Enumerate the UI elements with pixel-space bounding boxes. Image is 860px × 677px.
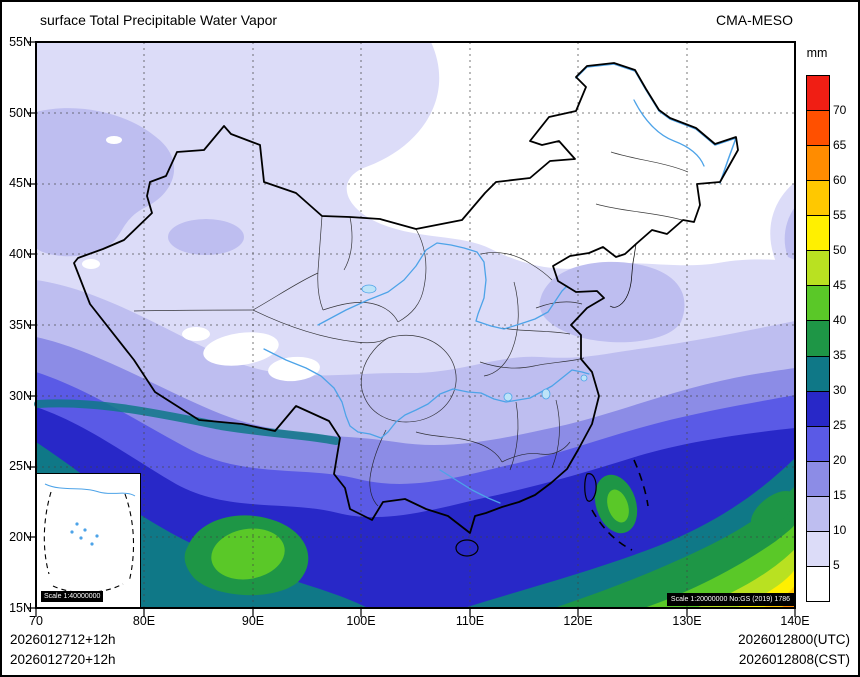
colorbar-cell	[807, 251, 829, 287]
plot-border	[35, 41, 796, 609]
colorbar-tick-label: 50	[833, 243, 847, 257]
south-china-sea-inset: Scale 1:40000000	[36, 473, 141, 608]
colorbar-cell	[807, 531, 829, 567]
colorbar-cell	[807, 321, 829, 357]
colorbar-tick-label: 70	[833, 103, 847, 117]
lat-tick-label: 40N	[9, 247, 32, 261]
hainan-island	[455, 539, 479, 557]
china-national-boundary	[73, 62, 739, 534]
colorbar-tick-label: 55	[833, 208, 847, 222]
colorbar-cell	[807, 391, 829, 427]
lat-tick-label: 15N	[9, 601, 32, 615]
precipitable-water-map	[27, 41, 796, 617]
inset-dash-lines	[43, 491, 135, 594]
axis-ticks	[27, 41, 796, 617]
colorbar-tick-label: 10	[833, 523, 847, 537]
colorbar-tick-label: 35	[833, 348, 847, 362]
colorbar-tick-label: 15	[833, 488, 847, 502]
colorbar-tick-label: 30	[833, 383, 847, 397]
map-scale-badge: Scale 1:20000000 No:GS (2019) 1786	[666, 593, 794, 606]
lat-tick-label: 30N	[9, 389, 32, 403]
colorbar-tick-label: 20	[833, 453, 847, 467]
colorbar	[806, 75, 830, 602]
colorbar-cell	[807, 426, 829, 462]
model-name-label: CMA-MESO	[716, 12, 793, 28]
colorbar-cell	[807, 566, 829, 601]
lon-tick-label: 80E	[132, 614, 156, 628]
colorbar-cell	[807, 496, 829, 532]
map-plot-area: Scale 1:40000000 Scale 1:20000000 No:GS …	[27, 41, 796, 617]
colorbar-tick-label: 65	[833, 138, 847, 152]
lat-tick-label: 50N	[9, 106, 32, 120]
korea-coastline	[609, 243, 637, 308]
colorbar-cell	[807, 76, 829, 112]
yellow-river	[317, 242, 568, 330]
colorbar-tick-label: 25	[833, 418, 847, 432]
colorbar-tick-label: 45	[833, 278, 847, 292]
lon-tick-label: 110E	[455, 614, 485, 628]
colorbar-cell	[807, 461, 829, 497]
init-time-utc: 2026012712+12h	[10, 632, 116, 647]
lon-tick-label: 130E	[672, 614, 702, 628]
colorbar-cell	[807, 356, 829, 392]
inset-islands	[70, 522, 99, 546]
valid-time-cst: 2026012808(CST)	[738, 652, 850, 667]
province-boundaries	[133, 151, 689, 507]
colorbar-unit-label: mm	[806, 46, 828, 60]
lakes	[361, 284, 588, 402]
lon-tick-label: 100E	[346, 614, 376, 628]
inset-coastline	[44, 483, 136, 497]
colorbar-cell	[807, 181, 829, 217]
inset-scale-badge: Scale 1:40000000	[41, 591, 104, 602]
lon-tick-label: 120E	[563, 614, 593, 628]
songhua-river	[633, 99, 705, 167]
colorbar-cell	[807, 216, 829, 252]
colorbar-cell	[807, 146, 829, 182]
valid-time-utc: 2026012800(UTC)	[738, 632, 850, 647]
taiwan-island	[584, 473, 597, 502]
lon-tick-label: 140E	[780, 614, 810, 628]
lon-tick-label: 90E	[241, 614, 265, 628]
grid-lines	[36, 42, 795, 608]
maritime-boundary-dashes	[591, 459, 649, 551]
colorbar-tick-label: 60	[833, 173, 847, 187]
moisture-field	[34, 42, 795, 608]
lat-tick-label: 25N	[9, 459, 32, 473]
lat-tick-label: 45N	[9, 176, 32, 190]
lat-tick-label: 55N	[9, 35, 32, 49]
init-time-cst: 2026012720+12h	[10, 652, 116, 667]
colorbar-cell	[807, 286, 829, 322]
lon-tick-label: 70	[29, 614, 43, 628]
map-title: surface Total Precipitable Water Vapor	[40, 12, 278, 28]
colorbar-cell	[807, 111, 829, 147]
lat-tick-label: 20N	[9, 530, 32, 544]
lat-tick-label: 35N	[9, 318, 32, 332]
inset-map-art	[43, 483, 136, 594]
colorbar-tick-label: 40	[833, 313, 847, 327]
pearl-river	[439, 469, 501, 504]
colorbar-tick-label: 5	[833, 558, 840, 572]
